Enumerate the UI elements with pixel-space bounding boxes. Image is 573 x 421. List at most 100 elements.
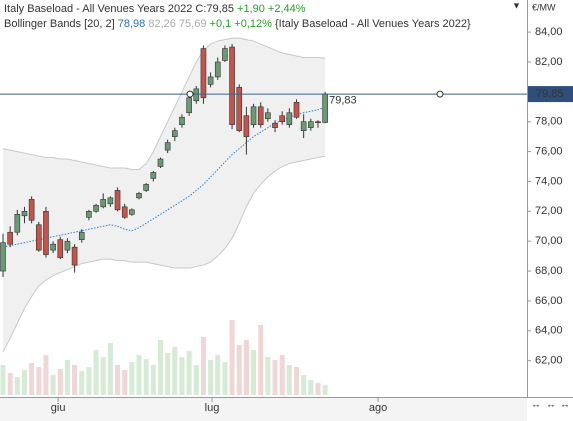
candle-body (150, 172, 157, 179)
x-tick-label: lug (205, 402, 220, 414)
candle-body (43, 211, 49, 255)
candle-body (143, 184, 149, 191)
volume-bar (172, 347, 178, 395)
volume-bar (301, 375, 307, 395)
line-handle (436, 90, 444, 98)
middle-band (2, 106, 326, 248)
candle-body (121, 206, 128, 218)
indicator-source: {Italy Baseload - All Venues Years 2022} (274, 18, 471, 30)
candle-body (308, 121, 314, 128)
volume-bar (272, 360, 278, 395)
plot-area (0, 37, 328, 395)
x-tick-label: giu (51, 402, 66, 414)
x-tick-label: ago (369, 402, 387, 414)
candle-body (7, 231, 13, 245)
volume-bar (186, 351, 192, 395)
volume-bar (79, 371, 85, 395)
volume-bar (36, 367, 42, 395)
collapse-icon[interactable]: ▼ (512, 0, 521, 10)
indicator-middle: 78,98 (117, 18, 146, 30)
legend-title: Italy Baseload - All Venues Years 2022 (4, 3, 193, 15)
volume-bar (251, 350, 257, 395)
legend-change: +1,90 +2,44% (237, 3, 306, 15)
candle-body (229, 46, 235, 125)
candle-body (172, 130, 178, 137)
last-price-box (528, 86, 573, 103)
unit-label: €/MW (532, 2, 556, 12)
candle-body (265, 112, 271, 120)
main-legend: Italy Baseload - All Venues Years 2022 C… (4, 3, 306, 15)
indicator-bands: 82,26 75,69 (148, 18, 207, 30)
candle-body (71, 246, 78, 266)
candle-body (250, 106, 257, 125)
candle-body (14, 214, 21, 233)
candle-body (207, 76, 214, 85)
candle-body (64, 240, 71, 251)
volume-bar (208, 360, 214, 395)
volume-bar (50, 375, 56, 395)
volume-bar (308, 380, 314, 395)
volume-bar (165, 353, 171, 395)
candle-body (286, 112, 293, 125)
candle-body (129, 209, 135, 215)
scroll-icon[interactable]: ↔ (560, 400, 570, 411)
volume-bar (243, 340, 249, 395)
volume-bar (157, 340, 163, 395)
candle-body (257, 106, 264, 125)
candle-body (164, 142, 171, 151)
candle-body (222, 48, 228, 61)
marker-label: 79,83 (329, 94, 357, 106)
volume-bar (100, 357, 106, 395)
volume-bar (200, 337, 206, 395)
candle-body (100, 199, 107, 208)
candle-body (200, 48, 207, 99)
volume-bar (129, 362, 135, 395)
line-handle (186, 90, 194, 98)
volume-bar (136, 355, 142, 395)
volume-bar (215, 355, 221, 395)
candle-body (57, 239, 64, 258)
candle-body (243, 115, 250, 137)
volume-bar (143, 359, 149, 395)
volume-bar (57, 369, 63, 395)
candle-body (315, 121, 321, 124)
zoom-y-icon[interactable]: ↔ (546, 400, 556, 411)
volume-bar (179, 357, 185, 395)
volume-bar (258, 325, 264, 395)
candle-body (28, 199, 35, 221)
candle-body (300, 121, 307, 131)
candle-body (78, 231, 85, 240)
candle-body (279, 115, 285, 123)
x-axis-band (0, 398, 527, 421)
candle-body (157, 158, 164, 167)
candle-body (21, 211, 28, 217)
zoom-x-icon[interactable]: ↔ (531, 400, 541, 411)
volume-bar (115, 365, 121, 395)
volume-bar (86, 367, 92, 395)
y-tick-label: 78,00 (535, 116, 563, 128)
candle-body (236, 87, 243, 131)
volume-bar (14, 377, 20, 395)
y-tick-label: 74,00 (535, 175, 563, 187)
y-tick-label: 84,00 (535, 26, 563, 38)
volume-bar (72, 365, 78, 395)
legend-quote: C:79,85 (195, 3, 234, 15)
y-tick-label: 66,00 (535, 295, 563, 307)
y-tick-label: 76,00 (535, 145, 563, 157)
candle-body (214, 61, 221, 78)
candle-body (107, 197, 114, 205)
volume-bar (150, 365, 156, 395)
candle-body (114, 190, 121, 211)
volume-bar (21, 370, 27, 395)
candle-body (322, 93, 328, 123)
volume-bar (7, 373, 13, 395)
volume-bar (265, 357, 271, 395)
volume-bar (222, 362, 228, 395)
candle-body (35, 224, 42, 251)
y-tick-label: 72,00 (535, 205, 563, 217)
indicator-name: Bollinger Bands [20, 2] (4, 18, 115, 30)
volume-bar (43, 355, 49, 395)
candle-body (193, 88, 200, 102)
indicator-change: +0,1 +0,12% (209, 18, 272, 30)
